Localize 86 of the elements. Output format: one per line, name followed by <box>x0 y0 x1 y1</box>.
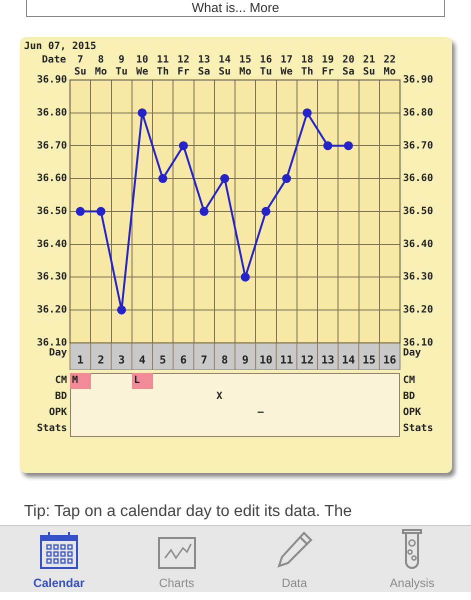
category-label: Charts <box>158 576 194 590</box>
chart-title: Jun 07, 2015 <box>24 40 98 52</box>
x2-tick-label: 1 <box>77 353 84 366</box>
category-label: Calendar <box>33 576 85 590</box>
point <box>96 206 106 216</box>
point <box>138 108 147 118</box>
category-label: OPK <box>403 407 422 418</box>
y2-tick-label: 36.30 <box>403 272 434 283</box>
x-tick-label: 12 Fr <box>177 54 190 78</box>
x-tick-label: 17 We <box>280 54 293 78</box>
point <box>240 272 250 282</box>
x-tick-label: 14 Su <box>218 54 231 78</box>
y2-tick-label: 36.20 <box>403 304 434 316</box>
y-tick-label: 36.40 <box>36 238 67 250</box>
x-tick-label: 10 We <box>136 54 148 78</box>
x-tick-label: 7 Su <box>74 54 86 78</box>
text: M <box>72 375 78 386</box>
x-tick-label: 11 Th <box>156 54 169 78</box>
text: Day <box>403 347 422 358</box>
y-tick-label: 36.60 <box>36 173 67 184</box>
category-label: CM <box>403 375 416 386</box>
point <box>282 174 292 184</box>
text: L <box>134 375 140 386</box>
x-tick-label: 20 Sa <box>342 54 354 78</box>
x-tick-label: 9 Tu <box>116 54 128 78</box>
y-tick-label: 36.90 <box>36 74 67 86</box>
y2-tick-label: 36.10 <box>403 337 434 348</box>
x-axis-title: Date <box>42 54 66 66</box>
x2-tick-label: 14 <box>342 353 356 366</box>
y2-tick-label: 36.90 <box>403 74 434 86</box>
x2-tick-label: 16 <box>383 353 397 366</box>
x2-tick-label: 2 <box>98 353 104 366</box>
x2-tick-label: 15 <box>362 353 376 366</box>
x2-tick-label: 12 <box>300 353 314 366</box>
x2-tick-label: 6 <box>180 353 188 366</box>
text: X <box>216 391 222 402</box>
x-tick-label: 8 Mo <box>94 54 107 78</box>
point <box>323 141 332 150</box>
x-tick-label: 22 Mo <box>384 54 396 78</box>
y2-tick-label: 36.70 <box>403 140 434 152</box>
x2-tick-label: 4 <box>138 353 146 366</box>
text: Tip: Tap on a calendar day to edit its data. The <box>24 503 352 520</box>
x2-tick-label: 7 <box>200 353 208 366</box>
category-label: OPK <box>48 407 67 418</box>
y-tick-label: 36.80 <box>36 107 67 118</box>
x-tick-label: 21 Su <box>363 54 376 78</box>
category-label: BD <box>403 391 416 402</box>
category-label: Analysis <box>390 576 434 590</box>
text: What is... More <box>192 0 280 15</box>
y2-tick-label: 36.80 <box>403 107 434 118</box>
point <box>178 141 188 150</box>
category-label: BD <box>54 391 67 402</box>
x2-axis-title: Day <box>48 347 67 358</box>
x-tick-label: 18 Th <box>301 54 314 78</box>
y-tick-label: 36.30 <box>36 272 67 283</box>
point <box>344 141 353 150</box>
y-tick-label: 36.50 <box>36 206 67 217</box>
category-label: Stats <box>403 423 434 434</box>
point <box>158 174 168 184</box>
y-tick-label: 36.70 <box>36 140 67 152</box>
y2-tick-label: 36.50 <box>403 206 434 217</box>
y2-tick-label: 36.40 <box>403 238 434 250</box>
point <box>117 305 126 314</box>
y-tick-label: 36.20 <box>36 304 67 316</box>
x2-tick-label: 5 <box>160 353 166 366</box>
x2-tick-label: 3 <box>118 353 125 366</box>
y-tick-label: 36.10 <box>36 337 67 348</box>
x2-tick-label: 13 <box>321 353 334 366</box>
x-tick-label: 13 Sa <box>198 54 210 78</box>
point <box>302 108 312 118</box>
category-label: CM <box>54 375 67 386</box>
y2-tick-label: 36.60 <box>403 173 434 184</box>
x2-tick-label: 8 <box>221 353 228 366</box>
point <box>76 206 85 216</box>
x2-tick-label: 11 <box>280 353 294 366</box>
category-label: Data <box>282 576 308 590</box>
category-label: Stats <box>36 423 67 434</box>
x-tick-label: 15 Mo <box>239 54 252 78</box>
point <box>220 174 230 184</box>
text: – <box>258 407 264 418</box>
x2-tick-label: 10 <box>259 353 273 366</box>
x-tick-label: 19 Fr <box>322 54 334 78</box>
point <box>200 206 209 216</box>
x-tick-label: 16 Tu <box>260 54 272 78</box>
point <box>261 206 270 216</box>
x2-tick-label: 9 <box>242 353 249 366</box>
